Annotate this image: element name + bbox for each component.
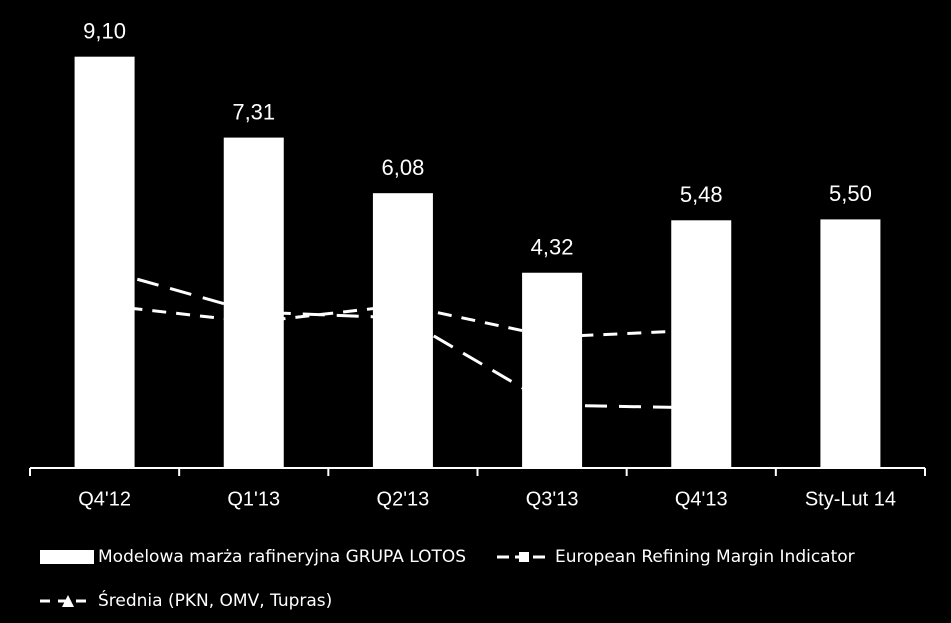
line <box>104 303 702 339</box>
value-label: 9,10 <box>83 18 126 43</box>
x-tick-label: Q4'13 <box>675 488 728 510</box>
line <box>104 268 702 410</box>
bar <box>820 219 881 468</box>
value-label: 7,31 <box>232 99 275 124</box>
x-tick-label: Sty-Lut 14 <box>805 488 896 510</box>
bar <box>522 272 583 468</box>
legend-label: European Refining Margin Indicator <box>555 547 855 567</box>
bar <box>74 56 135 469</box>
bar <box>671 220 732 468</box>
value-label: 5,48 <box>680 182 723 207</box>
bar <box>372 193 433 468</box>
legend-marker <box>519 552 529 562</box>
x-tick-label: Q1'13 <box>227 488 280 510</box>
legend-label: Średnia (PKN, OMV, Tupras) <box>98 589 332 611</box>
legend-marker <box>62 595 74 607</box>
value-label: 6,08 <box>382 155 425 180</box>
x-tick-label: Q4'12 <box>78 488 131 510</box>
legend-swatch <box>40 550 94 564</box>
value-label: 4,32 <box>531 235 574 260</box>
bar <box>223 137 284 468</box>
x-tick-label: Q3'13 <box>526 488 579 510</box>
value-label: 5,50 <box>829 181 872 206</box>
x-tick-label: Q2'13 <box>377 488 430 510</box>
legend-label: Modelowa marża rafineryjna GRUPA LOTOS <box>98 547 466 567</box>
